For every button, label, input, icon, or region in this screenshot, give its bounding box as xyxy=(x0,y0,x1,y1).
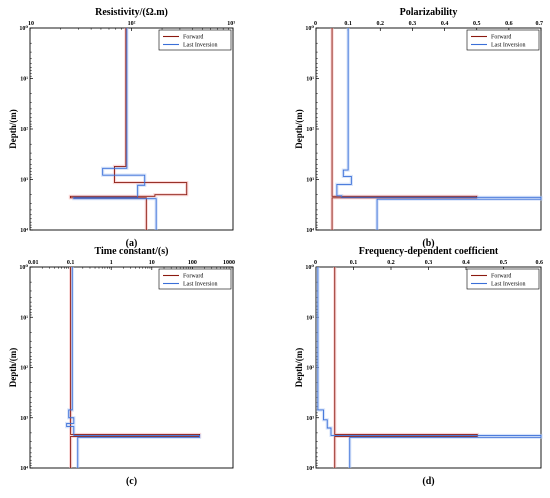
legend: Forward Last Inversion xyxy=(158,268,232,290)
legend-entry: Forward xyxy=(183,35,203,41)
x-tick-label: 0 xyxy=(314,260,317,266)
panel-label: (c) xyxy=(126,476,137,487)
chart-title: Time constant/(s) xyxy=(95,246,169,257)
y-axis-label: Depth/(m) xyxy=(294,348,304,388)
legend-entry: Forward xyxy=(491,35,511,41)
panel-label: (d) xyxy=(422,476,434,487)
x-tick-label: 0.01 xyxy=(28,260,39,266)
y-tick-label: 10⁰ xyxy=(19,25,28,32)
x-tick-label: 0.5 xyxy=(500,260,508,266)
legend-entry: Forward xyxy=(183,274,203,280)
y-tick-label: 10⁴ xyxy=(20,228,28,234)
x-tick-label: 0.2 xyxy=(387,260,395,266)
series-line-last-inversion xyxy=(73,28,157,230)
x-tick-label: 0.4 xyxy=(462,260,470,266)
x-tick-label: 10³ xyxy=(227,21,235,27)
panel-4: 0 0.1 0.2 0.3 0.4 0.5 0.6 10⁰ 10¹ 10² 10³ 10⁴ Freque… xyxy=(294,246,543,487)
legend: Forward Last Inversion xyxy=(158,29,232,51)
x-tick-label: 0.6 xyxy=(505,21,513,27)
x-tick-label: 0.6 xyxy=(536,260,544,266)
series-line-last-inversion xyxy=(66,267,200,468)
x-tick-label: 100 xyxy=(188,260,197,266)
panel-label: (b) xyxy=(422,238,434,249)
y-tick-label: 10⁴ xyxy=(306,228,314,234)
y-tick-label: 10¹ xyxy=(306,315,314,321)
x-tick-label: 0.1 xyxy=(344,21,352,27)
y-tick-label: 10⁰ xyxy=(19,264,28,271)
legend-entry: Forward xyxy=(491,274,511,280)
y-tick-label: 10¹ xyxy=(20,315,28,321)
legend: Forward Last Inversion xyxy=(466,29,540,51)
x-tick-label: 0.3 xyxy=(425,260,433,266)
x-tick-label: 10² xyxy=(128,21,136,27)
series-line-last-inversion xyxy=(317,267,542,468)
y-tick-label: 10⁰ xyxy=(305,264,314,271)
x-tick-label: 1000 xyxy=(223,260,235,266)
legend-entry: Last Inversion xyxy=(491,282,526,288)
y-tick-label: 10³ xyxy=(306,416,314,422)
y-tick-label: 10² xyxy=(306,366,314,372)
series-halo-2 xyxy=(335,28,543,230)
panel-3: 0.01 0.1 1 10 100 1000 10⁰ 10¹ 10² 10³ 10⁴ Time con… xyxy=(8,246,235,487)
x-tick-label: 0.4 xyxy=(441,21,449,27)
legend-entry: Last Inversion xyxy=(491,43,526,49)
series-halo-2 xyxy=(316,267,543,468)
chart-title: Polarizability xyxy=(400,7,458,18)
series-line-forward xyxy=(69,28,188,230)
y-axis-label: Depth/(m) xyxy=(294,109,304,149)
y-tick-label: 10¹ xyxy=(20,77,28,83)
x-tick-label: 0.1 xyxy=(350,260,358,266)
legend-entry: Last Inversion xyxy=(183,282,218,288)
x-tick-label: 0.3 xyxy=(409,21,417,27)
y-tick-label: 10³ xyxy=(20,178,28,184)
y-tick-label: 10¹ xyxy=(306,77,314,83)
x-tick-label: 10 xyxy=(28,21,34,27)
x-tick-label: 1 xyxy=(110,260,113,266)
y-tick-label: 10⁰ xyxy=(305,25,314,32)
y-tick-label: 10⁴ xyxy=(306,466,314,472)
y-tick-label: 10³ xyxy=(306,178,314,184)
x-tick-label: 0 xyxy=(314,21,317,27)
x-tick-label: 0.1 xyxy=(67,260,75,266)
y-axis-label: Depth/(m) xyxy=(8,109,18,149)
x-tick-label: 10 xyxy=(149,260,155,266)
series-halo-2 xyxy=(65,267,202,468)
y-tick-label: 10² xyxy=(20,366,28,372)
y-tick-label: 10² xyxy=(306,127,314,133)
y-tick-label: 10³ xyxy=(20,416,28,422)
legend: Forward Last Inversion xyxy=(466,268,540,290)
chart-title: Frequency-dependent coefficient xyxy=(359,246,499,257)
legend-entry: Last Inversion xyxy=(183,43,218,49)
panel-1: 10 10² 10³ 10⁰ 10¹ 10² 10³ 10⁴ Resistivity/(Ω.m)… xyxy=(8,7,235,249)
y-tick-label: 10² xyxy=(20,127,28,133)
x-tick-label: 0.2 xyxy=(377,21,385,27)
y-tick-label: 10⁴ xyxy=(20,466,28,472)
panel-label: (a) xyxy=(126,238,138,249)
y-axis-label: Depth/(m) xyxy=(8,348,18,388)
chart-title: Resistivity/(Ω.m) xyxy=(95,7,168,18)
series-line-last-inversion xyxy=(336,28,542,230)
series-halo-2 xyxy=(72,28,158,230)
x-tick-label: 0.7 xyxy=(536,21,544,27)
x-tick-label: 0.5 xyxy=(473,21,481,27)
panel-2: 0 0.1 0.2 0.3 0.4 0.5 0.6 0.7 10⁰ 10¹ 10² 10³ 10⁴ Pol… xyxy=(294,7,543,249)
